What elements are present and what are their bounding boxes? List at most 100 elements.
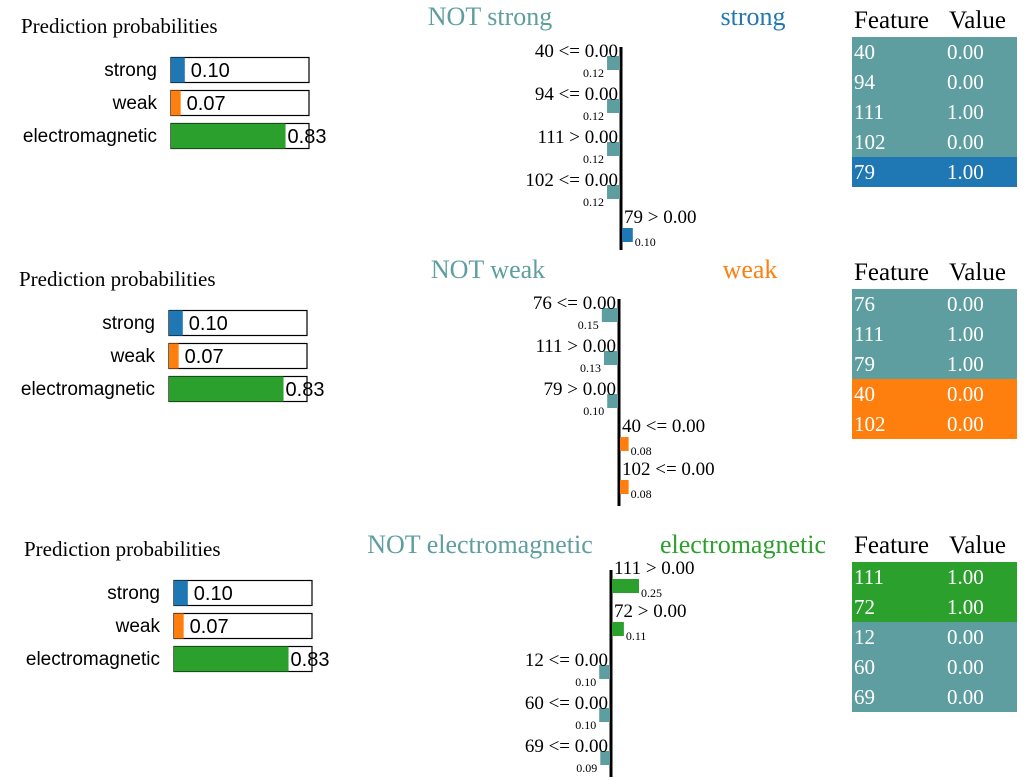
- table-cell-feature: 40: [854, 40, 875, 64]
- prob-bar-outline-strong: [168, 309, 308, 337]
- table-cell-feature: 102: [854, 412, 886, 436]
- prob-label-strong: strong: [104, 60, 157, 81]
- explanation-panel-1: Prediction probabilities strong 0.10 weak 0.…: [21, 2, 1017, 250]
- contribution-label-3: 12 <= 0.00: [525, 650, 608, 671]
- contribution-label-2: 111 > 0.00: [535, 336, 616, 357]
- prob-bar-strong: [169, 310, 183, 336]
- not-class-label: NOT electromagnetic: [367, 530, 592, 559]
- prob-value-strong: 0.10: [191, 60, 230, 82]
- contribution-label-2: 72 > 0.00: [614, 601, 686, 622]
- table-row-2: [852, 67, 1017, 97]
- table-row-2: [852, 592, 1017, 622]
- table-cell-value: 1.00: [947, 322, 984, 346]
- table-cell-value: 0.00: [947, 130, 984, 154]
- contribution-value-4: 0.10: [575, 718, 596, 732]
- contribution-value-1: 0.12: [583, 66, 604, 80]
- table-cell-feature: 40: [854, 382, 875, 406]
- prob-label-electromagnetic: electromagnetic: [21, 379, 155, 400]
- contribution-value-3: 0.10: [583, 404, 604, 418]
- table-cell-feature: 102: [854, 130, 886, 154]
- contribution-label-1: 40 <= 0.00: [535, 41, 618, 62]
- table-cell-value: 0.00: [947, 625, 984, 649]
- prob-value-weak: 0.07: [187, 93, 226, 115]
- contribution-value-1: 0.25: [641, 586, 662, 600]
- prob-bar-outline-strong: [173, 579, 313, 607]
- prob-bar-weak: [174, 613, 184, 639]
- contribution-value-2: 0.13: [580, 361, 601, 375]
- contribution-value-1: 0.15: [578, 318, 599, 332]
- prob-bar-weak: [171, 90, 181, 116]
- prob-label-weak: weak: [115, 616, 161, 637]
- table-header-feature: Feature: [854, 532, 929, 559]
- table-row-1: [852, 37, 1017, 67]
- table-cell-value: 1.00: [947, 160, 984, 184]
- table-cell-feature: 79: [854, 352, 875, 376]
- contribution-value-3: 0.12: [583, 152, 604, 166]
- contribution-label-5: 69 <= 0.00: [525, 736, 608, 757]
- table-row-5: [852, 157, 1017, 187]
- table-cell-feature: 72: [854, 595, 875, 619]
- table-header-value: Value: [949, 7, 1006, 34]
- table-header-value: Value: [949, 259, 1006, 286]
- prob-bar-electromagnetic: [171, 123, 286, 149]
- table-header-feature: Feature: [854, 7, 929, 34]
- table-cell-value: 1.00: [947, 352, 984, 376]
- contribution-bar-1: [612, 579, 639, 593]
- contribution-label-3: 111 > 0.00: [537, 127, 618, 148]
- contribution-value-4: 0.08: [631, 444, 652, 458]
- table-cell-feature: 111: [854, 100, 884, 124]
- prob-bar-electromagnetic: [174, 646, 289, 672]
- contribution-bar-2: [603, 351, 618, 365]
- contribution-bar-5: [620, 480, 629, 494]
- table-cell-value: 0.00: [947, 412, 984, 436]
- contribution-bar-1: [601, 308, 618, 322]
- class-label: strong: [721, 2, 786, 31]
- prob-value-electromagnetic: 0.83: [291, 649, 330, 671]
- prob-bar-outline-weak: [173, 612, 313, 640]
- table-header-feature: Feature: [854, 259, 929, 286]
- class-label: electromagnetic: [660, 530, 826, 559]
- contribution-bar-5: [600, 751, 610, 765]
- table-row-4: [852, 127, 1017, 157]
- prob-bar-electromagnetic: [169, 376, 284, 402]
- table-cell-value: 0.00: [947, 655, 984, 679]
- table-row-1: [852, 562, 1017, 592]
- prob-bar-weak: [169, 343, 179, 369]
- table-cell-feature: 111: [854, 322, 884, 346]
- prob-label-electromagnetic: electromagnetic: [23, 126, 157, 147]
- contribution-bar-3: [607, 142, 620, 156]
- prob-bar-outline-weak: [168, 342, 308, 370]
- prob-value-electromagnetic: 0.83: [288, 126, 327, 148]
- table-cell-value: 0.00: [947, 382, 984, 406]
- contribution-value-5: 0.08: [631, 487, 652, 501]
- contribution-value-5: 0.10: [635, 235, 656, 249]
- table-cell-feature: 60: [854, 655, 875, 679]
- table-cell-value: 1.00: [947, 595, 984, 619]
- prob-label-weak: weak: [110, 346, 156, 367]
- contribution-label-3: 79 > 0.00: [544, 379, 616, 400]
- table-cell-value: 0.00: [947, 292, 984, 316]
- table-row-3: [852, 97, 1017, 127]
- prob-value-strong: 0.10: [194, 583, 233, 605]
- prob-label-electromagnetic: electromagnetic: [26, 649, 160, 670]
- table-row-4: [852, 652, 1017, 682]
- contribution-label-1: 111 > 0.00: [614, 558, 695, 579]
- contribution-bar-4: [620, 437, 629, 451]
- contribution-bar-3: [599, 665, 610, 679]
- table-row-4: [852, 379, 1017, 409]
- class-label: weak: [723, 255, 778, 284]
- contribution-bar-4: [599, 708, 610, 722]
- table-cell-feature: 79: [854, 160, 875, 184]
- table-row-3: [852, 349, 1017, 379]
- table-cell-value: 1.00: [947, 565, 984, 589]
- contribution-value-5: 0.09: [576, 761, 597, 775]
- contribution-value-2: 0.12: [583, 109, 604, 123]
- prob-value-strong: 0.10: [189, 313, 228, 335]
- prob-bar-outline-weak: [170, 89, 310, 117]
- table-cell-value: 0.00: [947, 40, 984, 64]
- prob-label-weak: weak: [112, 93, 158, 114]
- explanation-panel-3: Prediction probabilities strong 0.10 weak 0.…: [24, 530, 1017, 777]
- table-row-5: [852, 682, 1017, 712]
- contribution-bar-5: [622, 228, 633, 242]
